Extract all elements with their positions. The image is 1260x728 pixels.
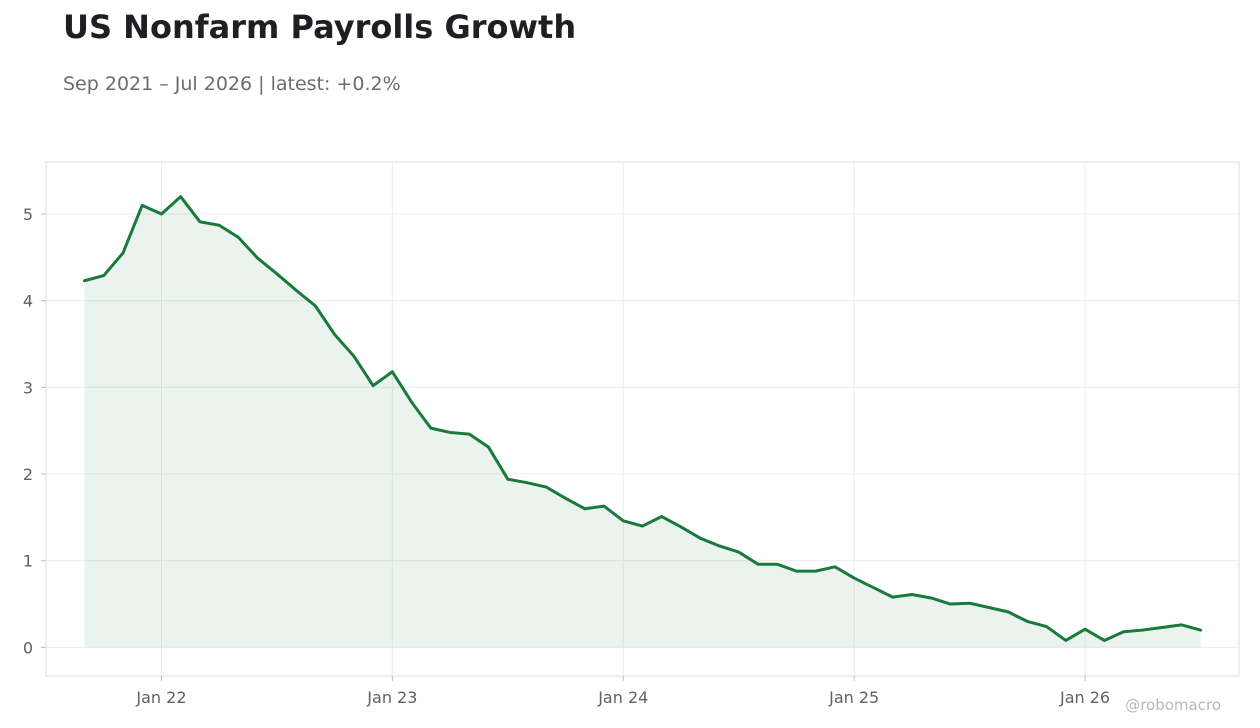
data-point [275,272,279,276]
data-point [1083,627,1087,631]
data-point [1045,625,1048,628]
data-point [160,212,163,216]
x-tick-label: Jan 22 [135,688,186,707]
y-tick-label: 4 [23,292,33,311]
data-point [141,204,144,207]
data-point [1026,620,1029,623]
data-point [294,289,298,292]
data-point [179,195,182,198]
data-point [1160,626,1164,629]
data-points [83,195,1202,642]
data-point [987,606,991,609]
data-point [83,279,86,282]
data-point [602,504,606,508]
x-tick-label: Jan 23 [366,688,417,707]
data-point [448,431,452,434]
data-point [506,478,510,481]
plot-frame [45,161,1240,677]
watermark: @robomacro [1125,696,1221,714]
x-tick-label: Jan 26 [1059,688,1110,707]
data-point [429,426,433,430]
data-point [410,400,413,404]
x-tick-label: Jan 25 [828,688,879,707]
data-point [775,562,779,566]
data-point [487,445,490,449]
data-point [699,536,702,540]
data-point [525,481,529,484]
data-point [333,333,336,336]
x-tick-label: Jan 24 [597,688,648,707]
data-point [622,519,625,523]
data-point [1006,610,1010,614]
data-point [814,569,817,573]
data-point [1180,623,1183,627]
data-point [929,596,933,600]
data-point [1122,630,1125,633]
data-point [872,586,875,589]
data-point [237,236,240,239]
y-tick-label: 5 [23,205,33,224]
data-point [679,525,683,529]
data-point [660,515,663,518]
y-tick-label: 3 [23,378,33,397]
x-axis: Jan 22 Jan 23 Jan 24 Jan 25 Jan 26 [135,676,1110,707]
data-point [718,544,721,548]
data-point [314,304,317,308]
data-point [891,595,894,599]
area-fill [84,196,1201,648]
data-point [198,220,202,224]
data-point [1199,628,1202,632]
chart-title: US Nonfarm Payrolls Growth [63,8,577,46]
grid-layer [46,162,1239,676]
data-point [391,370,394,373]
y-tick-label: 1 [23,552,33,571]
data-point [641,524,644,528]
data-point [583,507,586,510]
y-tick-label: 0 [23,638,33,657]
data-point [121,251,125,255]
y-tick-label: 2 [23,465,33,484]
data-point [910,593,914,596]
data-point [1103,639,1106,642]
data-point [371,384,375,387]
data-point [949,602,952,606]
y-axis: 0 1 2 3 4 5 [23,205,46,657]
data-point [217,224,221,227]
data-point [833,565,837,568]
data-point [1141,628,1144,632]
data-point [756,562,760,566]
data-point [852,576,856,580]
data-point [737,550,740,554]
data-point [968,601,971,605]
data-point [468,432,471,436]
data-point [795,569,798,573]
data-point [564,497,567,500]
data-point [352,354,356,358]
data-point [102,274,105,277]
data-point [1064,639,1068,642]
data-point [545,485,548,489]
chart-subtitle: Sep 2021 – Jul 2026 | latest: +0.2% [63,73,401,95]
data-point [256,257,259,260]
